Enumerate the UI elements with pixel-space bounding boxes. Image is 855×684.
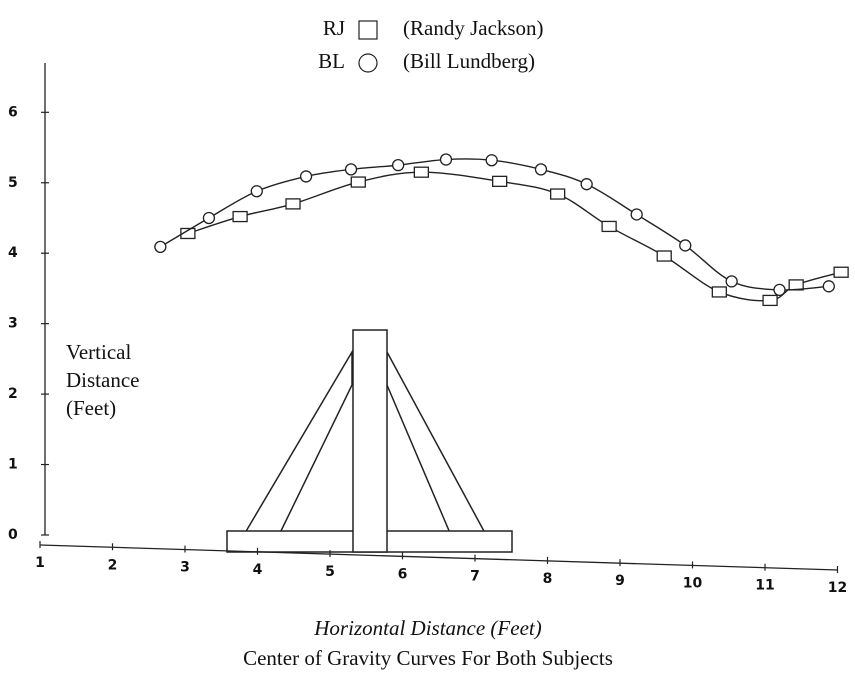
data-point — [485, 154, 498, 167]
x-tick-label: 12 — [828, 580, 847, 596]
y-axis-label: Vertical Distance (Feet) — [66, 340, 140, 420]
data-point — [344, 163, 358, 176]
x-tick-label: 1 — [35, 555, 45, 571]
data-point — [822, 280, 835, 293]
data-point — [299, 170, 313, 183]
data-point — [773, 283, 786, 296]
apparatus-leg — [386, 351, 487, 534]
x-tick-label: 4 — [253, 562, 263, 578]
x-tick-label: 10 — [683, 575, 703, 591]
y-tick-label: 1 — [8, 457, 18, 473]
x-tick-label: 8 — [543, 571, 553, 587]
y-tick-label: 2 — [8, 386, 18, 402]
y-tick-label: 5 — [8, 175, 18, 191]
x-axis — [39, 544, 839, 571]
data-point — [601, 220, 617, 233]
chart-title: Center of Gravity Curves For Both Subjec… — [243, 646, 613, 670]
data-point — [711, 286, 727, 298]
data-point — [491, 175, 508, 188]
series-line — [187, 171, 842, 302]
data-point — [202, 211, 216, 225]
legend-label: BL — [318, 49, 345, 73]
x-tick-label: 9 — [615, 573, 625, 589]
data-point — [180, 227, 196, 240]
data-point — [391, 158, 405, 172]
data-point — [413, 166, 430, 178]
x-tick-label: 5 — [325, 564, 335, 580]
y-tick-label: 0 — [8, 527, 18, 543]
x-tick-label: 6 — [398, 566, 408, 582]
x-tick-label: 11 — [755, 578, 774, 594]
legend-label: RJ — [323, 16, 345, 40]
data-point — [580, 178, 593, 191]
data-point — [725, 275, 738, 288]
x-tick-label: 2 — [108, 557, 118, 573]
apparatus-leg — [243, 349, 353, 534]
data-point — [250, 185, 263, 198]
data-point — [679, 239, 692, 252]
apparatus-pole — [352, 329, 388, 553]
x-tick-label: 3 — [180, 560, 190, 576]
data-point — [285, 198, 301, 210]
y-tick-label: 6 — [8, 104, 18, 120]
data-point — [439, 153, 453, 166]
data-point — [630, 208, 643, 221]
legend-marker — [358, 20, 378, 40]
apparatus — [226, 329, 513, 553]
data-point — [833, 266, 849, 278]
data-point — [656, 250, 672, 262]
x-tick-label: 7 — [470, 569, 480, 585]
data-point — [534, 163, 548, 176]
data-point — [232, 210, 248, 223]
legend-full-name: (Randy Jackson) — [403, 16, 544, 40]
x-axis-label: Horizontal Distance (Feet) — [313, 616, 541, 640]
data-point — [550, 188, 566, 200]
data-point — [154, 240, 167, 254]
legend-marker — [358, 53, 378, 73]
y-tick-label: 3 — [8, 316, 18, 332]
data-point — [350, 176, 366, 188]
data-point — [762, 294, 778, 307]
legend-full-name: (Bill Lundberg) — [403, 49, 535, 73]
y-tick-label: 4 — [8, 245, 18, 261]
